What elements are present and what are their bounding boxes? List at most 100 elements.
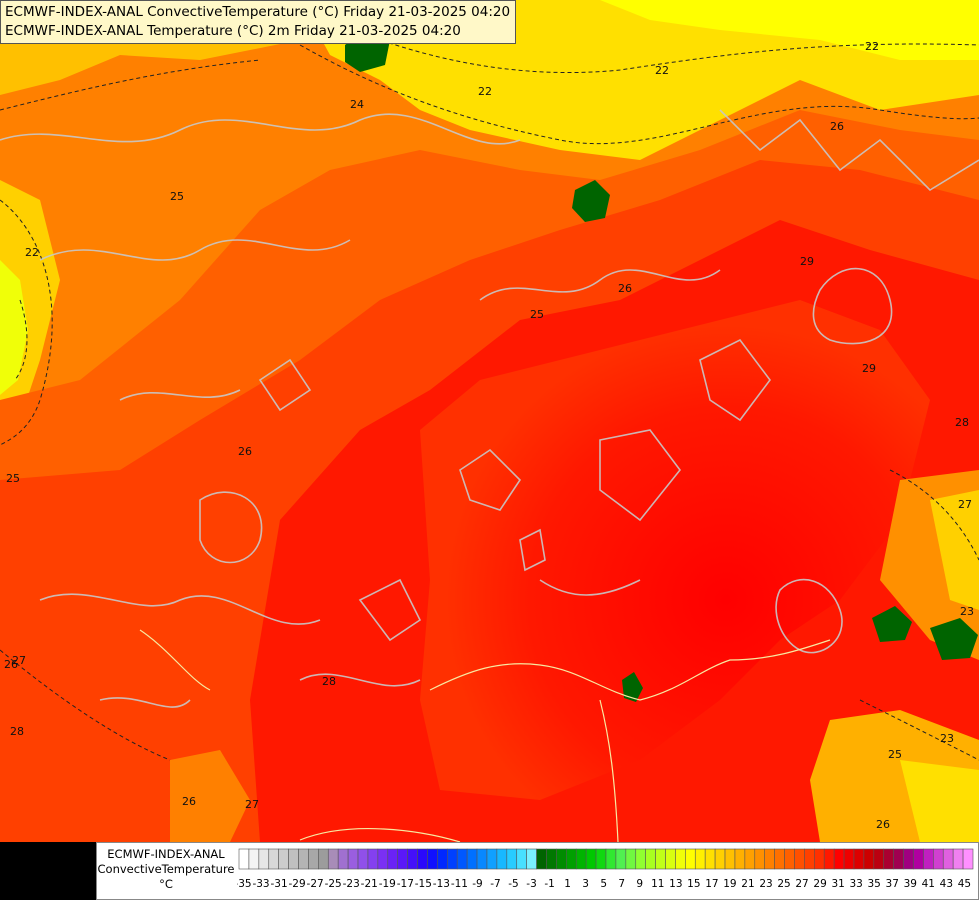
- legend-tick-label: -1: [544, 878, 554, 890]
- legend-swatch: [526, 848, 537, 870]
- legend-tick-label: -27: [307, 878, 324, 890]
- legend-colorbar: -35-33-31-29-27-25-23-21-19-17-15-13-11-…: [237, 848, 974, 890]
- legend-swatch: [694, 848, 706, 870]
- legend-swatch: [566, 848, 577, 870]
- legend-tick-label: 1: [564, 878, 571, 890]
- contour-label: 27: [245, 798, 259, 811]
- field-blob-south: [622, 672, 643, 702]
- contour-label: 27: [958, 498, 972, 511]
- contour-label: 25: [888, 748, 902, 761]
- legend-swatch: [724, 848, 736, 870]
- field-zone-east-yellow: [930, 490, 979, 610]
- field-zone-hottest: [420, 300, 930, 800]
- legend-tick-label: -15: [415, 878, 432, 890]
- legend-swatch: [813, 848, 825, 870]
- legend-swatch: [476, 848, 488, 870]
- legend-tick-label: 25: [777, 878, 790, 890]
- legend-tick-label: -5: [508, 878, 518, 890]
- legend-swatch: [893, 848, 904, 870]
- legend-swatch: [754, 848, 766, 870]
- legend-tick-label: -35: [237, 878, 252, 890]
- legend-swatch: [466, 848, 478, 870]
- legend-swatch: [913, 848, 924, 870]
- legend-tick-label: -23: [343, 878, 360, 890]
- contour-label: 26: [618, 282, 632, 295]
- legend-swatch: [377, 848, 389, 870]
- legend-tick-label: 17: [705, 878, 718, 890]
- legend-swatch: [456, 848, 468, 870]
- legend-swatch: [575, 848, 587, 870]
- contour-label: 23: [940, 732, 954, 745]
- legend-swatch: [337, 848, 349, 870]
- legend-swatch: [685, 848, 696, 870]
- legend-swatch: [635, 848, 646, 870]
- contour-label: 24: [350, 98, 364, 111]
- legend-swatch: [615, 848, 627, 870]
- legend-swatch: [714, 848, 726, 870]
- field-zone-southeast-yellow: [900, 760, 979, 842]
- legend-swatch: [258, 848, 270, 870]
- legend-tick-label: 3: [582, 878, 589, 890]
- legend-swatch: [952, 848, 964, 870]
- dashed-contours: [0, 19, 979, 761]
- contour-label: 26: [4, 658, 18, 671]
- legend-swatch: [308, 848, 319, 870]
- title-line-temperature: ECMWF-INDEX-ANAL Temperature (°C) 2m Fri…: [5, 23, 461, 39]
- country-borders: [139, 629, 831, 842]
- legend-swatch: [486, 848, 498, 870]
- legend-tick-label: -29: [289, 878, 306, 890]
- legend-swatch: [744, 848, 756, 870]
- contour-label: 29: [862, 362, 876, 375]
- legend-swatch: [704, 848, 716, 870]
- contour-label: 26: [830, 120, 844, 133]
- legend-swatch: [833, 848, 845, 870]
- convective-temperature-field: 22 24 22 22 25 22 25 26 26 29 29 28 25 2…: [0, 0, 979, 842]
- legend-tick-label: 45: [958, 878, 971, 890]
- legend-tick-label: 43: [940, 878, 953, 890]
- legend-tick-label: -7: [490, 878, 500, 890]
- legend-tick-label: 5: [600, 878, 607, 890]
- legend-swatch: [655, 848, 666, 870]
- legend-swatch: [248, 848, 260, 870]
- contour-label: 26: [238, 445, 252, 458]
- legend-swatch: [595, 848, 607, 870]
- legend-tick-label: 33: [849, 878, 862, 890]
- legend-swatch: [298, 848, 309, 870]
- legend-swatch: [903, 848, 914, 870]
- field-blob-east-1: [872, 606, 912, 642]
- legend-tick-label: 35: [868, 878, 881, 890]
- legend-swatch: [397, 848, 408, 870]
- legend-tick-label: -19: [379, 878, 396, 890]
- legend-swatch: [665, 848, 676, 870]
- contour-label: 22: [655, 64, 669, 77]
- legend-swatch: [585, 848, 597, 870]
- legend-tick-label: 39: [904, 878, 917, 890]
- legend-swatch: [407, 848, 418, 870]
- legend-tick-label: -31: [270, 878, 287, 890]
- legend-tick-label: -11: [451, 878, 468, 890]
- legend-swatch: [278, 848, 289, 870]
- legend-tick-label: 9: [636, 878, 643, 890]
- map-title-box: ECMWF-INDEX-ANAL ConvectiveTemperature (…: [0, 0, 517, 44]
- legend-tick-label: -25: [325, 878, 342, 890]
- contour-label: 23: [960, 605, 974, 618]
- legend-swatch: [942, 848, 954, 870]
- contour-label: 28: [955, 416, 969, 429]
- legend-swatch: [863, 848, 875, 870]
- contour-label: 29: [800, 255, 814, 268]
- legend-swatch: [774, 848, 785, 870]
- legend-tick-label: 7: [618, 878, 625, 890]
- legend-swatch: [387, 848, 398, 870]
- field-zone-yellow-west-core: [0, 260, 28, 395]
- contour-label: 25: [530, 308, 544, 321]
- contour-label: 22: [865, 40, 879, 53]
- legend-swatch: [327, 848, 339, 870]
- color-legend: ECMWF-INDEX-ANAL ConvectiveTemperature °…: [96, 842, 979, 900]
- legend-tick-label: 41: [922, 878, 935, 890]
- legend-swatch: [675, 848, 686, 870]
- legend-tick-label: -9: [472, 878, 482, 890]
- legend-tick-label: 19: [723, 878, 736, 890]
- legend-swatch: [823, 848, 835, 870]
- contour-label: 26: [182, 795, 196, 808]
